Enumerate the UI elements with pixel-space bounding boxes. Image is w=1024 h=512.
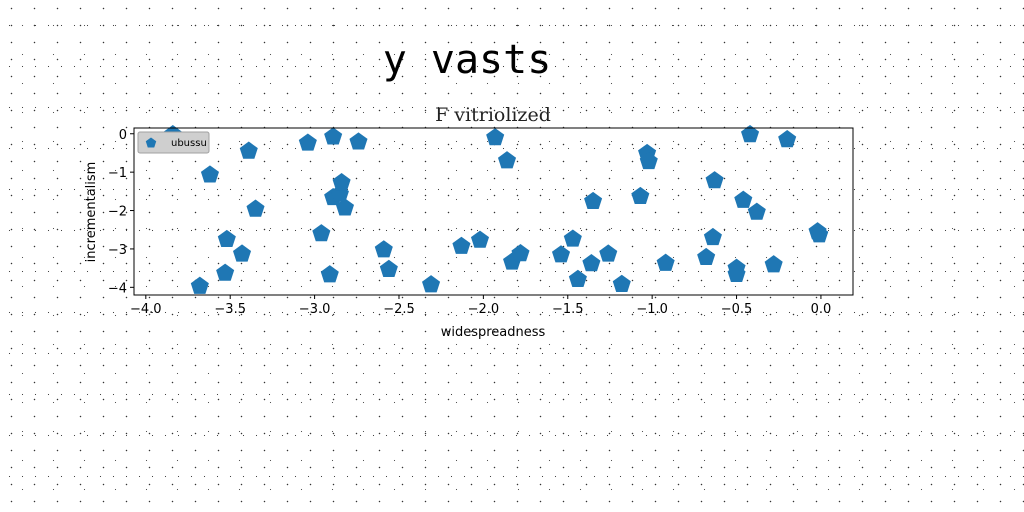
data-point bbox=[639, 151, 658, 170]
y-tick-label: −3 bbox=[108, 243, 127, 258]
data-point bbox=[764, 255, 783, 273]
data-point bbox=[335, 198, 355, 216]
data-point bbox=[452, 236, 471, 254]
y-tick-label: −4 bbox=[108, 281, 127, 296]
data-point bbox=[810, 225, 829, 243]
x-axis-label: widespreadness bbox=[441, 325, 546, 340]
x-tick-label: −3.5 bbox=[214, 302, 246, 317]
data-point bbox=[497, 151, 517, 169]
data-point bbox=[568, 269, 587, 287]
data-point bbox=[312, 224, 331, 242]
plot-frame bbox=[133, 127, 854, 296]
data-point bbox=[703, 227, 722, 246]
data-point bbox=[298, 133, 317, 151]
data-point bbox=[217, 229, 236, 248]
data-point bbox=[200, 165, 219, 183]
data-point bbox=[332, 173, 351, 191]
page-title: y vasts bbox=[382, 37, 552, 83]
data-point bbox=[239, 141, 258, 159]
legend: ubussu bbox=[137, 131, 210, 154]
x-tick-label: −0.5 bbox=[721, 302, 753, 317]
data-point bbox=[584, 191, 603, 210]
x-tick-label: −3.0 bbox=[299, 302, 331, 317]
data-point bbox=[320, 265, 339, 283]
data-point bbox=[324, 127, 343, 145]
data-point bbox=[246, 199, 265, 217]
data-point bbox=[551, 245, 571, 263]
data-point bbox=[379, 259, 398, 277]
legend-marker bbox=[145, 137, 157, 148]
data-point bbox=[697, 247, 716, 266]
chart-title: F vitriolized bbox=[435, 104, 551, 126]
data-point bbox=[631, 186, 650, 205]
data-point bbox=[727, 264, 746, 282]
data-point bbox=[656, 253, 675, 271]
y-tick-label: −1 bbox=[108, 166, 127, 181]
legend-label: ubussu bbox=[171, 138, 207, 149]
x-tick-label: −1.0 bbox=[636, 302, 668, 317]
data-point bbox=[705, 171, 724, 189]
x-axis: −4.0 −3.5 −3.0 −2.5 −2.0 −1.5 −1.0 −0.5 0.0 bbox=[130, 295, 831, 317]
y-tick-label: −2 bbox=[108, 205, 127, 220]
data-point bbox=[599, 244, 618, 262]
y-tick-label: 0 bbox=[119, 128, 127, 143]
x-tick-label: −2.5 bbox=[383, 302, 415, 317]
data-point bbox=[232, 244, 252, 262]
data-point bbox=[470, 230, 490, 248]
data-point bbox=[349, 132, 368, 150]
x-tick-label: −1.5 bbox=[552, 302, 584, 317]
data-point bbox=[216, 263, 235, 281]
data-point bbox=[612, 274, 631, 292]
data-point bbox=[734, 190, 753, 208]
data-point bbox=[778, 130, 797, 148]
y-axis: 0 −1 −2 −3 −4 bbox=[108, 128, 134, 296]
data-point bbox=[741, 125, 760, 143]
y-axis-label: incrementalism bbox=[84, 162, 99, 263]
x-tick-label: −4.0 bbox=[130, 302, 162, 317]
legend-box bbox=[137, 131, 210, 154]
x-tick-label: 0.0 bbox=[811, 302, 832, 317]
data-point bbox=[511, 244, 530, 262]
data-point bbox=[374, 240, 393, 258]
x-tick-label: −2.0 bbox=[468, 302, 500, 317]
data-point bbox=[563, 229, 582, 247]
markers-group bbox=[163, 125, 829, 294]
data-point bbox=[422, 275, 441, 293]
legend-marker-pentagon bbox=[145, 137, 157, 148]
data-point bbox=[747, 202, 766, 220]
data-point bbox=[582, 254, 601, 272]
data-point bbox=[486, 128, 505, 146]
data-point bbox=[190, 276, 209, 294]
